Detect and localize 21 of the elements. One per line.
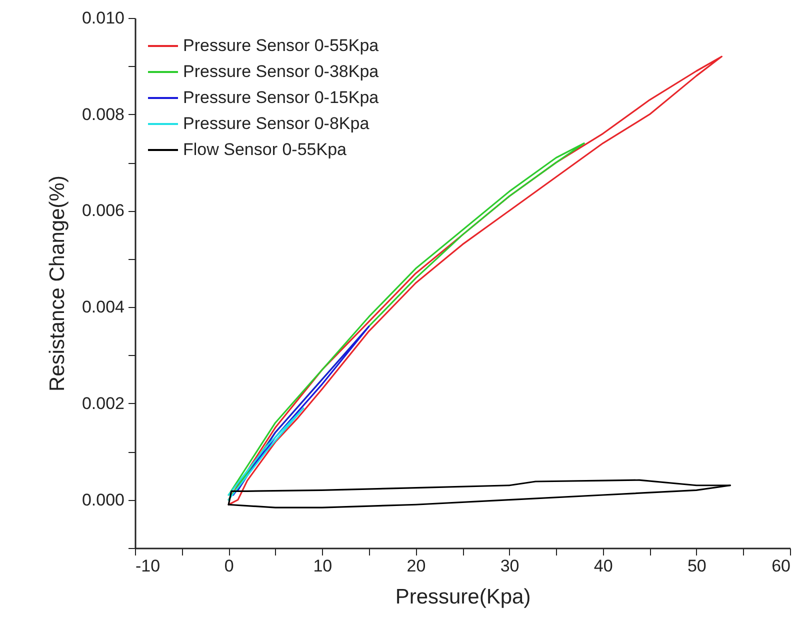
legend-label: Pressure Sensor 0-38Kpa xyxy=(183,62,380,81)
x-tick-label: 60 xyxy=(772,556,790,576)
x-tick-label: -10 xyxy=(136,556,160,576)
y-tick-label: 0.000 xyxy=(82,490,124,510)
y-tick-label: 0.008 xyxy=(82,104,124,124)
legend-label: Pressure Sensor 0-8Kpa xyxy=(183,114,370,133)
y-tick-label: 0.006 xyxy=(82,201,124,220)
x-tick-label: 30 xyxy=(500,556,520,576)
x-tick-label: 50 xyxy=(687,556,706,576)
x-axis-title: Pressure(Kpa) xyxy=(395,586,531,608)
legend-label: Pressure Sensor 0-55Kpa xyxy=(183,36,380,55)
x-tick-label: 40 xyxy=(594,556,613,576)
y-tick-label: 0.004 xyxy=(82,298,124,317)
x-tick-label: 10 xyxy=(313,556,332,576)
y-axis-title: Resistance Change(%) xyxy=(46,176,69,392)
x-tick-label: 20 xyxy=(406,556,426,576)
legend-label: Flow Sensor 0-55Kpa xyxy=(183,140,348,159)
y-tick-label: 0.002 xyxy=(82,394,124,413)
x-tick-label: 0 xyxy=(224,556,234,576)
legend-label: Pressure Sensor 0-15Kpa xyxy=(183,88,380,107)
y-tick-label: 0.010 xyxy=(82,8,124,28)
